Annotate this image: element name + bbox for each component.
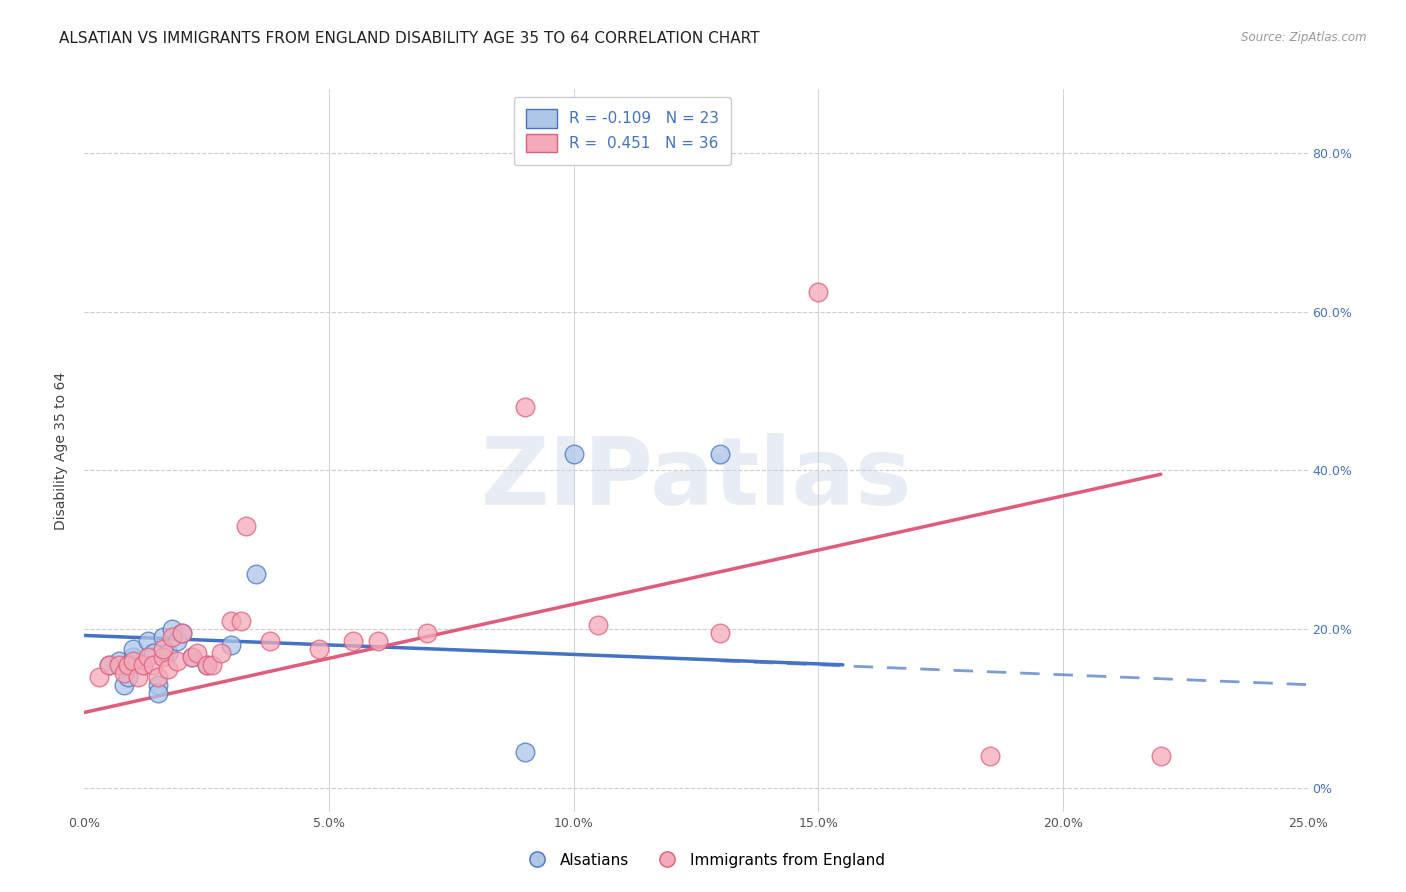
- Point: [186, 646, 208, 660]
- Point: [87, 670, 110, 684]
- Point: [513, 745, 536, 759]
- Point: [166, 634, 188, 648]
- Text: Source: ZipAtlas.com: Source: ZipAtlas.com: [1241, 31, 1367, 45]
- Point: [97, 657, 120, 672]
- Point: [97, 657, 120, 672]
- Point: [132, 657, 155, 672]
- Point: [709, 626, 731, 640]
- Point: [162, 622, 184, 636]
- Point: [219, 638, 242, 652]
- Point: [117, 657, 139, 672]
- Point: [142, 646, 165, 660]
- Point: [112, 665, 135, 680]
- Point: [112, 678, 135, 692]
- Point: [127, 670, 149, 684]
- Legend: Alsatians, Immigrants from England: Alsatians, Immigrants from England: [515, 847, 891, 873]
- Point: [342, 634, 364, 648]
- Point: [979, 749, 1001, 764]
- Y-axis label: Disability Age 35 to 64: Disability Age 35 to 64: [55, 371, 69, 530]
- Point: [1150, 749, 1173, 764]
- Point: [132, 657, 155, 672]
- Point: [308, 642, 330, 657]
- Point: [235, 519, 257, 533]
- Point: [152, 630, 174, 644]
- Point: [156, 646, 179, 660]
- Point: [107, 657, 129, 672]
- Point: [122, 642, 145, 657]
- Legend: R = -0.109   N = 23, R =  0.451   N = 36: R = -0.109 N = 23, R = 0.451 N = 36: [515, 97, 731, 165]
- Point: [172, 626, 194, 640]
- Point: [229, 614, 252, 628]
- Point: [181, 649, 204, 664]
- Point: [122, 654, 145, 668]
- Point: [136, 634, 159, 648]
- Point: [107, 654, 129, 668]
- Point: [416, 626, 439, 640]
- Point: [146, 670, 169, 684]
- Point: [245, 566, 267, 581]
- Point: [146, 678, 169, 692]
- Point: [181, 649, 204, 664]
- Point: [146, 685, 169, 699]
- Point: [513, 400, 536, 414]
- Point: [586, 618, 609, 632]
- Point: [709, 447, 731, 461]
- Point: [156, 662, 179, 676]
- Point: [200, 657, 222, 672]
- Point: [807, 285, 830, 299]
- Point: [117, 670, 139, 684]
- Point: [367, 634, 389, 648]
- Point: [152, 649, 174, 664]
- Point: [259, 634, 281, 648]
- Point: [172, 626, 194, 640]
- Point: [162, 630, 184, 644]
- Text: ALSATIAN VS IMMIGRANTS FROM ENGLAND DISABILITY AGE 35 TO 64 CORRELATION CHART: ALSATIAN VS IMMIGRANTS FROM ENGLAND DISA…: [59, 31, 759, 46]
- Point: [152, 642, 174, 657]
- Text: ZIPatlas: ZIPatlas: [481, 434, 911, 525]
- Point: [209, 646, 232, 660]
- Point: [136, 649, 159, 664]
- Point: [562, 447, 585, 461]
- Point: [195, 657, 218, 672]
- Point: [166, 654, 188, 668]
- Point: [219, 614, 242, 628]
- Point: [142, 657, 165, 672]
- Point: [122, 649, 145, 664]
- Point: [195, 657, 218, 672]
